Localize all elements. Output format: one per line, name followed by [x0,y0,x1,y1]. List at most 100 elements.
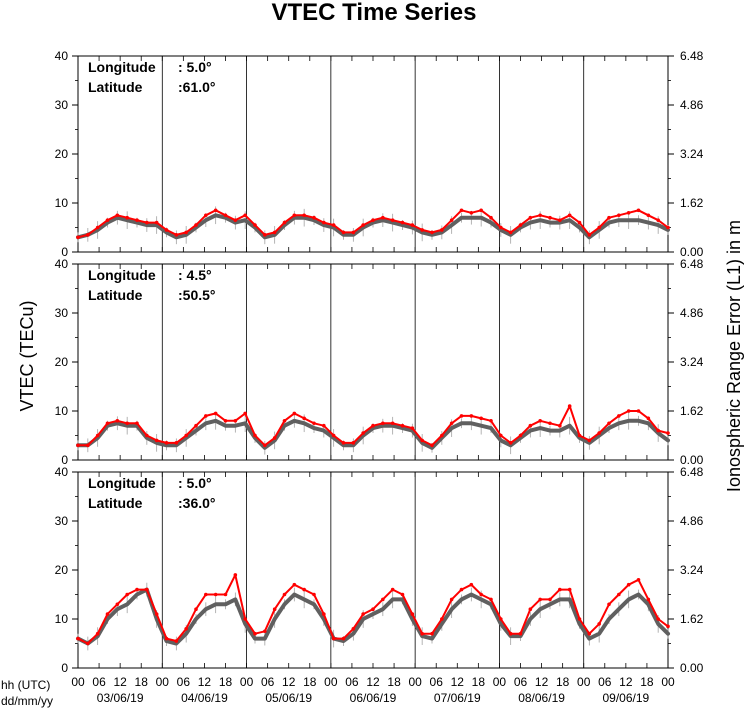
measured-data-point [135,218,139,222]
measured-data-point [371,607,375,611]
measured-data-point [341,230,346,235]
y-tick-label-right: 3.24 [680,147,704,161]
measured-data-point [233,218,238,222]
measured-data-point [312,592,316,597]
x-tick-label-hour: 18 [303,675,317,689]
y-tick-label-right: 6.48 [680,49,704,63]
measured-data-point [331,636,336,641]
x-tick-label-hour: 06 [514,675,528,689]
measured-data-point [646,416,651,421]
measured-data-point [341,441,346,445]
measured-data-point [312,215,316,220]
measured-data-point [587,233,592,237]
measured-data-point [223,419,228,423]
measured-data-point [282,592,287,597]
x-tick-label-hour: 12 [282,675,296,689]
measured-data-point [145,587,149,592]
measured-data-point [489,419,493,423]
measured-data-point [587,631,592,636]
measured-data-point [115,602,120,607]
measured-data-point [499,225,503,230]
measured-data-point [597,431,601,435]
measured-data-point [125,421,129,426]
longitude-label: Longitude [88,59,156,75]
measured-data-point [243,213,247,218]
measured-data-point [440,228,444,232]
measured-data-point [518,631,523,636]
y-tick-label-right: 1.62 [680,612,704,626]
measured-data-point [597,622,601,626]
measured-data-point [263,629,267,634]
measured-data-point [607,421,611,426]
y-tick-label-left: 10 [55,612,69,626]
measured-data-point [204,213,208,218]
measured-data-point [636,578,641,582]
measured-data-point [223,213,228,218]
measured-data-point [390,218,395,222]
measured-data-point [420,631,424,636]
measured-data-point [86,641,90,646]
measured-data-point [174,441,179,445]
x-tick-label-date: 04/06/19 [181,691,228,705]
measured-data-point [469,414,474,418]
measured-data-point [400,220,405,225]
measured-data-point [292,213,297,218]
y-tick-label-left: 20 [55,147,69,161]
measured-data-point [351,627,356,631]
measured-data-point [263,443,267,448]
measured-data-point [430,230,434,235]
y-tick-label-left: 40 [55,257,69,271]
measured-data-point [548,215,552,220]
measured-data-point [115,213,120,218]
measured-data-point [86,233,90,237]
measured-data-point [558,423,562,428]
measured-data-point [135,587,139,592]
reference-series-line [76,587,670,646]
measured-data-point [400,592,405,597]
measured-data-point [322,220,326,225]
measured-data-point [449,421,454,426]
measured-data-point [469,211,474,215]
measured-data-point [105,612,110,616]
measured-data-point [440,433,444,438]
x-tick-label-hour: 12 [113,675,127,689]
x-tick-label-hour: 00 [156,675,170,689]
measured-data-point [253,433,257,438]
measured-data-point [617,414,621,418]
measured-data-point [410,612,415,616]
y-tick-label-left: 10 [55,404,69,418]
x-tick-label-hour: 06 [261,675,275,689]
measured-data-point [125,592,129,597]
longitude-value: : 5.0° [178,475,212,491]
measured-data-point [164,441,169,445]
longitude-value: : 5.0° [178,59,212,75]
measured-data-point [489,597,493,602]
measured-data-point [567,213,572,218]
longitude-label: Longitude [88,267,156,283]
measured-data-point [351,230,356,235]
x-tick-label-hour: 00 [71,675,85,689]
y-tick-label-right: 1.62 [680,196,704,210]
measured-data-point [508,631,513,636]
x-tick-label-hour: 12 [535,675,549,689]
measured-data-point [528,607,533,611]
longitude-label: Longitude [88,475,156,491]
measured-data-point [361,223,365,227]
measured-data-point [518,433,523,438]
x-tick-label-hour: 00 [661,675,675,689]
y-tick-label-right: 3.24 [680,355,704,369]
measured-data-point [282,220,287,225]
measured-data-point [312,421,316,426]
y-axis-label-right: Ionospheric Range Error (L1) in m [724,220,744,492]
measured-data-point [204,414,208,418]
measured-data-point [597,225,601,230]
x-tick-label-hour: 12 [619,675,633,689]
x-axis-label-hours: hh (UTC) [1,678,50,692]
measured-data-point [95,433,100,438]
measured-data-point [479,416,483,421]
measured-data-point [76,443,80,448]
latitude-label: Latitude [88,495,143,511]
x-tick-label-hour: 18 [219,675,233,689]
measured-data-point [567,404,572,408]
